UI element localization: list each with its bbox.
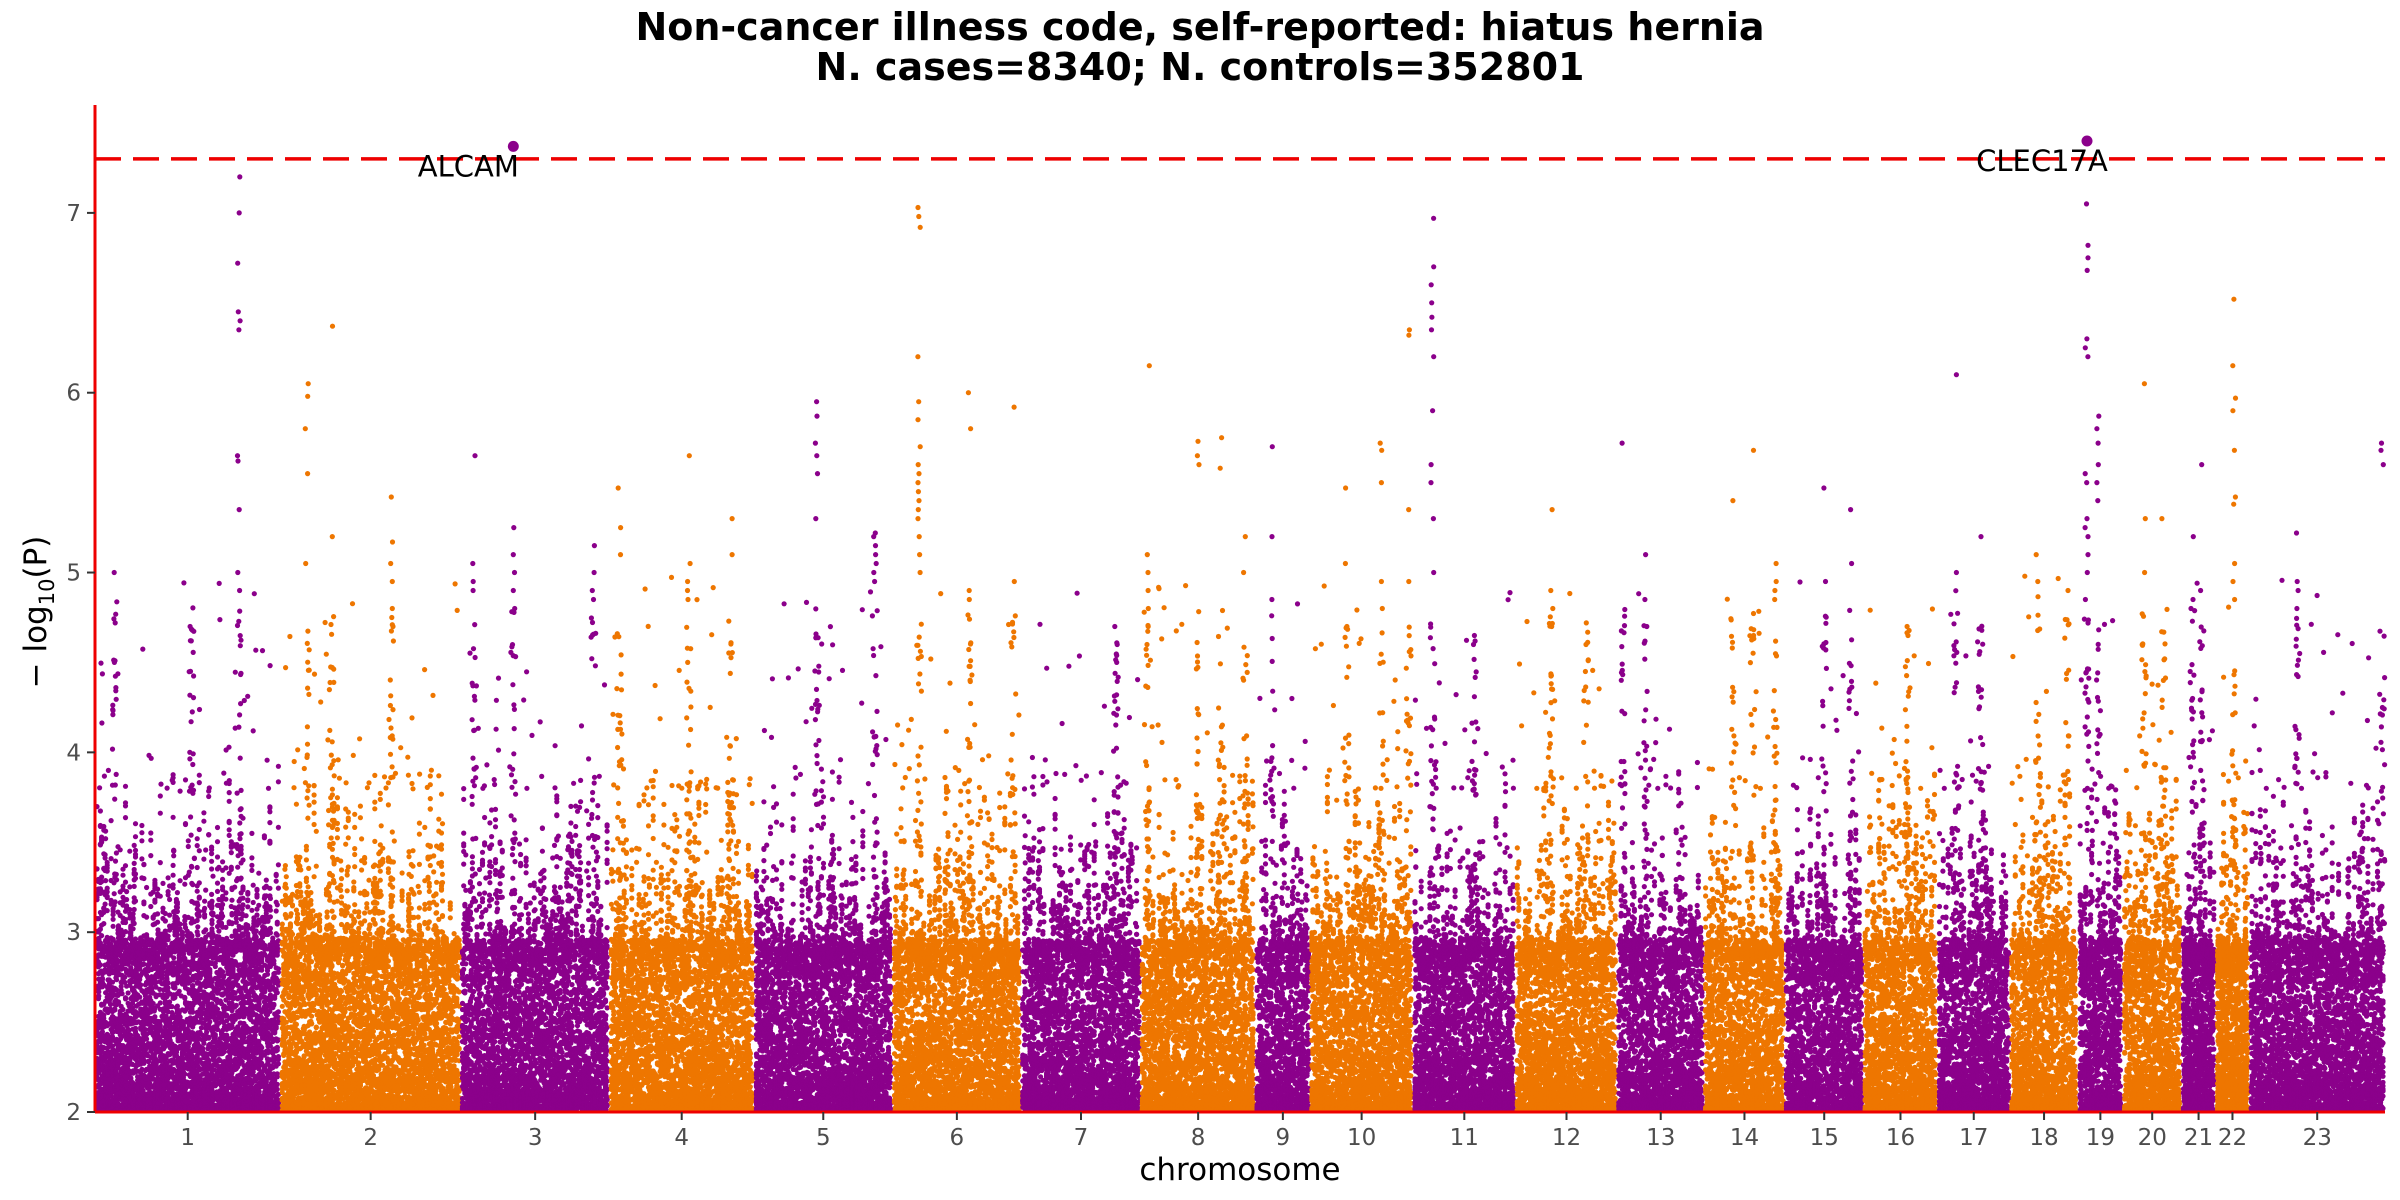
snp-point	[132, 884, 137, 889]
snp-point	[123, 995, 128, 1000]
snp-point	[124, 889, 129, 894]
snp-point	[103, 878, 108, 883]
snp-point	[131, 926, 136, 931]
snp-point	[141, 1058, 146, 1063]
snp-point	[105, 908, 110, 913]
snp-point	[114, 977, 119, 982]
snp-point	[124, 897, 129, 902]
snp-point	[111, 912, 116, 917]
snp-point	[139, 830, 144, 835]
snp-point	[123, 920, 128, 925]
snp-point	[138, 982, 143, 987]
snp-point	[144, 932, 149, 937]
snp-point	[152, 900, 157, 905]
snp-point	[103, 829, 108, 834]
snp-point	[127, 884, 132, 889]
snp-point	[101, 824, 106, 829]
snp-point	[123, 929, 128, 934]
snp-point	[105, 886, 110, 891]
snp-point	[137, 995, 142, 1000]
snp-point	[128, 933, 133, 938]
snp-point	[133, 834, 138, 839]
snp-point	[105, 894, 110, 899]
snp-point	[105, 865, 110, 870]
snp-point	[98, 962, 103, 967]
snp-point	[103, 902, 108, 907]
snp-point	[141, 862, 146, 867]
snp-point	[141, 901, 146, 906]
snp-point	[133, 898, 138, 903]
snp-point	[133, 821, 138, 826]
points-layer	[94, 174, 2387, 1112]
snp-point	[148, 853, 153, 858]
snp-point	[148, 830, 153, 835]
snp-point	[123, 815, 128, 820]
snp-point	[96, 989, 101, 994]
snp-point	[123, 800, 128, 805]
snp-point	[111, 917, 116, 922]
snp-point	[127, 849, 132, 854]
snp-point	[103, 855, 108, 860]
snp-point	[132, 843, 137, 848]
snp-point	[141, 876, 146, 881]
snp-point	[101, 921, 106, 926]
snp-point	[126, 990, 131, 995]
snp-point	[148, 904, 153, 909]
snp-point	[109, 856, 114, 861]
snp-point	[119, 984, 124, 989]
snp-point	[152, 882, 157, 887]
snp-point	[152, 1014, 157, 1019]
chart-subtitle: N. cases=8340; N. controls=352801	[816, 45, 1585, 89]
snp-point	[148, 838, 153, 843]
snp-point	[132, 861, 137, 866]
snp-point	[139, 823, 144, 828]
chart-title: Non-cancer illness code, self-reported: …	[635, 5, 1764, 49]
snp-point	[120, 1007, 125, 1012]
snp-point	[132, 921, 137, 926]
snp-point	[139, 856, 144, 861]
snp-point	[133, 848, 138, 853]
chromosome-1-points	[94, 174, 281, 1112]
snp-point	[103, 836, 108, 841]
snp-point	[123, 880, 128, 885]
snp-point	[131, 916, 136, 921]
snp-point	[139, 838, 144, 843]
snp-point	[120, 873, 125, 878]
snp-point	[99, 875, 104, 880]
snp-point	[111, 924, 116, 929]
snp-point	[123, 863, 128, 868]
snp-point	[99, 933, 104, 938]
snp-point	[144, 885, 149, 890]
snp-point	[144, 1036, 149, 1041]
snp-point	[109, 818, 114, 823]
snp-point	[120, 991, 125, 996]
snp-point	[133, 871, 138, 876]
snp-point	[98, 808, 103, 813]
snp-point	[122, 975, 127, 980]
snp-point	[132, 907, 137, 912]
snp-point	[123, 784, 128, 789]
snp-point	[144, 915, 149, 920]
